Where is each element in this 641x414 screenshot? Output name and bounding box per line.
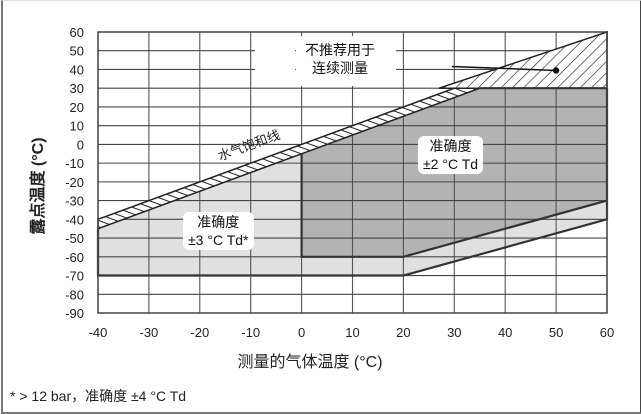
svg-text:40: 40 xyxy=(498,325,512,340)
svg-text:-10: -10 xyxy=(65,156,84,171)
svg-text:30: 30 xyxy=(447,325,461,340)
svg-text:50: 50 xyxy=(549,325,563,340)
svg-text:-80: -80 xyxy=(65,287,84,302)
svg-text:20: 20 xyxy=(70,100,84,115)
svg-text:30: 30 xyxy=(70,81,84,96)
svg-text:-30: -30 xyxy=(140,325,159,340)
svg-text:-30: -30 xyxy=(65,194,84,209)
svg-text:60: 60 xyxy=(600,325,614,340)
accuracy-2-label: 准确度 ±2 °C Td xyxy=(418,136,484,174)
svg-text:60: 60 xyxy=(70,25,84,40)
svg-text:-70: -70 xyxy=(65,269,84,284)
svg-text:10: 10 xyxy=(345,325,359,340)
x-axis-label: 测量的气体温度 (°C) xyxy=(237,354,383,371)
svg-text:-50: -50 xyxy=(65,231,84,246)
svg-text:-40: -40 xyxy=(89,325,108,340)
svg-text:-60: -60 xyxy=(65,250,84,265)
svg-text:0: 0 xyxy=(298,325,305,340)
svg-text:-20: -20 xyxy=(65,175,84,190)
svg-text:20: 20 xyxy=(396,325,410,340)
svg-text:-20: -20 xyxy=(190,325,209,340)
svg-text:10: 10 xyxy=(70,119,84,134)
y-axis-label: 露点温度 (°C) xyxy=(30,137,47,235)
accuracy-3-label: 准确度 ±3 °C Td* xyxy=(183,212,254,250)
footnote: * > 12 bar，准确度 ±4 °C Td xyxy=(10,388,187,404)
svg-text:-90: -90 xyxy=(65,306,84,321)
svg-text:40: 40 xyxy=(70,62,84,77)
svg-text:-40: -40 xyxy=(65,212,84,227)
svg-text:0: 0 xyxy=(77,137,84,152)
svg-text:50: 50 xyxy=(70,44,84,59)
svg-text:-10: -10 xyxy=(241,325,260,340)
not-recommended-label: 不推荐用于 连续测量 xyxy=(300,40,380,78)
